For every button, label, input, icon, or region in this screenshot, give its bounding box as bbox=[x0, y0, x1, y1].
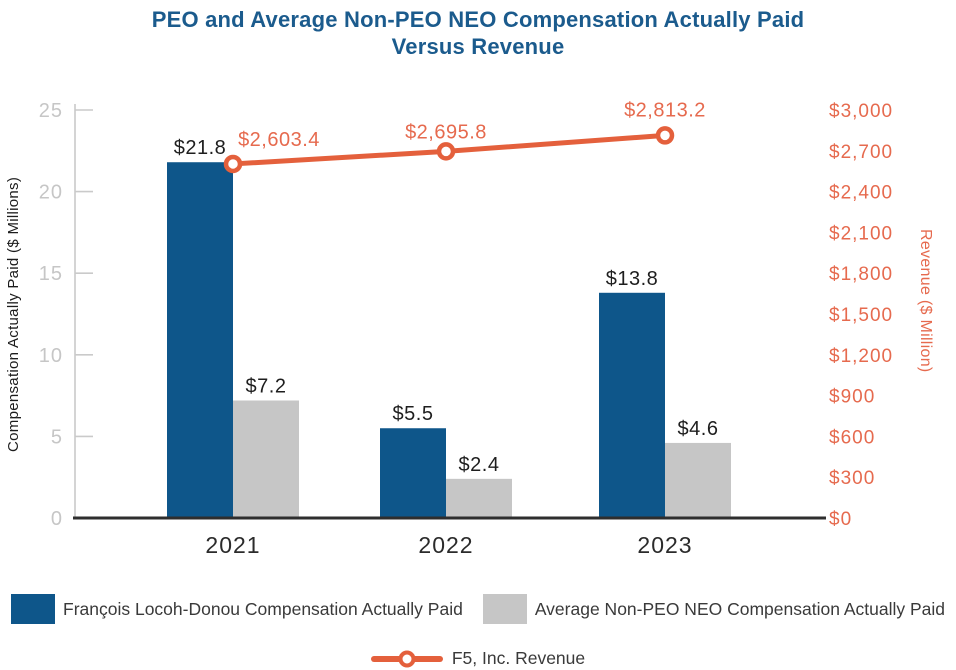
legend-label-peo: François Locoh-Donou Compensation Actual… bbox=[63, 598, 463, 619]
legend-item-neo: Average Non-PEO NEO Compensation Actuall… bbox=[482, 594, 945, 624]
right-axis-tick-label: $1,200 bbox=[829, 346, 893, 367]
bar-value-label: $5.5 bbox=[393, 403, 434, 425]
left-axis-tick-label: 25 bbox=[39, 100, 63, 122]
left-axis-tick-label: 10 bbox=[39, 345, 63, 367]
neo-bar-2023 bbox=[665, 442, 731, 518]
peo-bar-swatch-icon bbox=[11, 594, 55, 624]
left-axis-tick-label: 15 bbox=[39, 263, 63, 285]
peo-bar-2021 bbox=[167, 162, 233, 518]
peo-bar-2022 bbox=[380, 428, 446, 518]
chart-title-line1: PEO and Average Non-PEO NEO Compensation… bbox=[151, 7, 805, 32]
bar-value-label: $2.4 bbox=[459, 454, 500, 476]
revenue-point-label: $2,603.4 bbox=[238, 129, 320, 151]
left-axis-tick-label: 20 bbox=[39, 182, 63, 204]
revenue-point-label: $2,813.2 bbox=[624, 99, 706, 121]
bar-value-label: $4.6 bbox=[678, 418, 719, 440]
neo-bar-2021 bbox=[233, 400, 299, 518]
left-axis-tick-label: 0 bbox=[51, 508, 63, 530]
peo-bar-2023 bbox=[599, 292, 665, 518]
right-axis-tick-label: $2,400 bbox=[829, 183, 893, 204]
legend-item-peo: François Locoh-Donou Compensation Actual… bbox=[11, 594, 463, 624]
right-axis-tick-label: $1,500 bbox=[829, 305, 893, 326]
neo-bar-swatch-icon bbox=[482, 594, 527, 624]
x-axis-label: 2022 bbox=[418, 532, 473, 558]
chart-title: PEO and Average Non-PEO NEO Compensation… bbox=[0, 6, 956, 60]
chart-title-line2: Versus Revenue bbox=[391, 34, 565, 59]
bar-value-label: $13.8 bbox=[606, 268, 659, 290]
revenue-line-icon bbox=[370, 650, 443, 667]
revenue-point-label: $2,695.8 bbox=[405, 121, 487, 143]
bar-value-label: $7.2 bbox=[246, 375, 287, 397]
revenue-marker bbox=[223, 154, 243, 174]
x-axis-label: 2021 bbox=[205, 532, 260, 558]
neo-bar-2022 bbox=[446, 478, 512, 518]
right-axis-tick-label: $0 bbox=[829, 509, 852, 530]
legend: François Locoh-Donou Compensation Actual… bbox=[0, 594, 956, 624]
right-axis-tick-label: $600 bbox=[829, 427, 875, 448]
legend-label-revenue: F5, Inc. Revenue bbox=[451, 648, 586, 668]
right-axis-tick-label: $3,000 bbox=[829, 101, 893, 122]
x-axis-label: 2023 bbox=[637, 532, 692, 558]
right-axis-tick-label: $2,700 bbox=[829, 142, 893, 163]
legend-revenue: F5, Inc. Revenue bbox=[0, 648, 956, 669]
right-axis-tick-label: $2,100 bbox=[829, 223, 893, 244]
revenue-marker-icon bbox=[398, 650, 416, 667]
right-axis-tick-label: $300 bbox=[829, 468, 875, 489]
left-axis-tick-label: 5 bbox=[51, 426, 63, 448]
legend-label-neo: Average Non-PEO NEO Compensation Actuall… bbox=[534, 598, 945, 619]
revenue-marker bbox=[436, 142, 456, 161]
bar-value-label: $21.8 bbox=[174, 137, 227, 159]
right-axis-tick-label: $1,800 bbox=[829, 264, 893, 285]
revenue-marker bbox=[655, 126, 675, 145]
right-axis-tick-label: $900 bbox=[829, 387, 875, 408]
